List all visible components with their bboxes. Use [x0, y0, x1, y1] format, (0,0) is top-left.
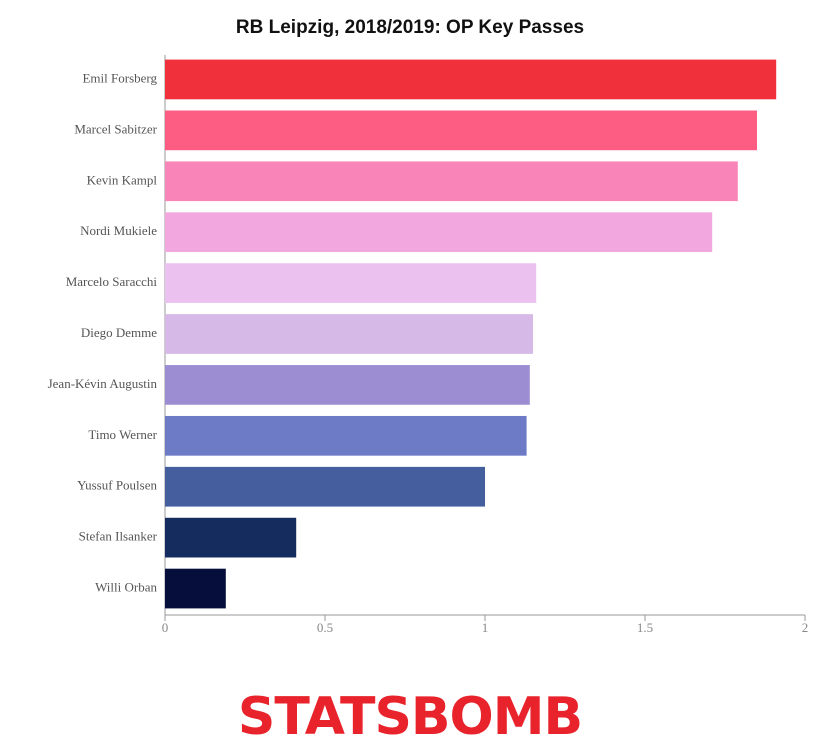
y-tick-label: Marcel Sabitzer [74, 121, 157, 136]
y-tick-label: Stefan Ilsanker [79, 529, 158, 544]
bar [165, 314, 533, 354]
bar [165, 568, 226, 609]
bar [165, 415, 527, 456]
y-tick-label: Emil Forsberg [82, 70, 157, 85]
bar [165, 365, 530, 405]
x-tick-label: 2 [802, 620, 809, 635]
bar [165, 59, 777, 100]
y-tick-label: Timo Werner [88, 427, 157, 442]
bar [165, 161, 738, 202]
x-tick-label: 1.5 [637, 620, 653, 635]
y-tick-label: Marcelo Saracchi [66, 274, 158, 289]
chart-title: RB Leipzig, 2018/2019: OP Key Passes [236, 17, 584, 38]
x-tick-label: 0 [162, 620, 169, 635]
bar [165, 212, 713, 253]
y-tick-label: Nordi Mukiele [80, 223, 157, 238]
bar [165, 517, 297, 558]
bar [165, 263, 537, 303]
logo: STATSBOMB [238, 687, 582, 747]
y-tick-label: Jean-Kévin Augustin [48, 376, 158, 391]
x-tick-label: 0.5 [317, 620, 333, 635]
y-tick-label: Willi Orban [95, 580, 157, 595]
y-tick-label: Diego Demme [81, 325, 157, 340]
y-tick-label: Kevin Kampl [87, 172, 158, 187]
bar [165, 466, 485, 507]
y-tick-label: Yussuf Poulsen [77, 478, 157, 493]
bar [165, 110, 757, 151]
x-tick-label: 1 [482, 620, 489, 635]
